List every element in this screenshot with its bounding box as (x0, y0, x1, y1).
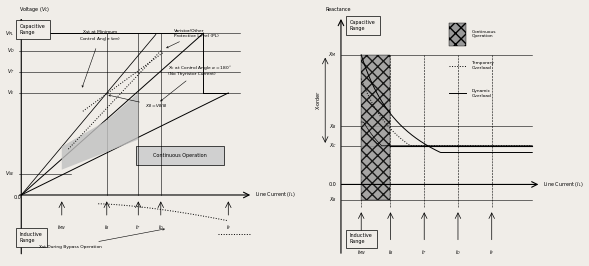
Text: $I_B$: $I_B$ (104, 223, 110, 232)
Text: 0.0: 0.0 (329, 182, 336, 187)
Text: $I_F$: $I_F$ (226, 223, 231, 232)
Text: Temporary
Overload: Temporary Overload (471, 61, 494, 70)
Text: Inductive
Range: Inductive Range (20, 232, 42, 243)
Text: $V_{SE}$: $V_{SE}$ (5, 169, 15, 178)
Text: Capacitive
Range: Capacitive Range (20, 24, 46, 35)
Text: $X_B$: $X_B$ (329, 196, 336, 204)
Text: Inductive
Range: Inductive Range (350, 234, 373, 244)
Text: Reactance: Reactance (326, 7, 352, 12)
Text: $I_F$: $I_F$ (489, 248, 494, 257)
Text: Dynamic
Overload: Dynamic Overload (471, 89, 491, 98)
Text: $I_D$: $I_D$ (455, 248, 461, 257)
Text: Line Current ($I_L$): Line Current ($I_L$) (255, 190, 296, 200)
Text: $V_T$: $V_T$ (7, 67, 15, 76)
Text: $X_M$: $X_M$ (328, 50, 336, 59)
Text: $X_C$: $X_C$ (329, 141, 336, 150)
Text: $I_D$: $I_D$ (158, 223, 164, 232)
Text: Voltage ($V_C$): Voltage ($V_C$) (19, 5, 51, 14)
Text: $V_{PL}$: $V_{PL}$ (5, 29, 15, 38)
Text: Varistor/Other
Protective Level (PL): Varistor/Other Protective Level (PL) (167, 29, 219, 48)
Text: $V_E$: $V_E$ (7, 89, 15, 97)
Text: $I_{MN}$: $I_{MN}$ (357, 248, 366, 257)
Polygon shape (361, 55, 391, 200)
Text: $I_T$: $I_T$ (421, 248, 427, 257)
Text: Xst During Bypass Operation: Xst During Bypass Operation (39, 228, 164, 249)
Text: $I_{MN}$: $I_{MN}$ (57, 223, 66, 232)
Text: $V_D$: $V_D$ (6, 46, 15, 55)
Text: 0.0: 0.0 (14, 195, 21, 200)
Bar (449, 23, 466, 45)
Text: Xc at Control Angle $\alpha = 180^\circ$
(No Thyristor Current): Xc at Control Angle $\alpha = 180^\circ$… (161, 64, 232, 101)
Text: X-order: X-order (316, 91, 321, 109)
Text: Capacitive
Range: Capacitive Range (350, 20, 376, 31)
Polygon shape (62, 93, 138, 170)
Text: $I_B$: $I_B$ (388, 248, 393, 257)
Text: Xst at Minimum
Control Angle ($\alpha_m$): Xst at Minimum Control Angle ($\alpha_m$… (79, 30, 121, 87)
Text: $I_T$: $I_T$ (135, 223, 141, 232)
Text: $X_B = V_B/I_B$: $X_B = V_B/I_B$ (109, 95, 168, 110)
Text: Continuous
Operation: Continuous Operation (471, 30, 496, 39)
Text: Line Current ($I_L$): Line Current ($I_L$) (544, 180, 584, 189)
Text: $X_B$: $X_B$ (329, 122, 336, 131)
FancyBboxPatch shape (136, 146, 224, 165)
Text: Continuous Operation: Continuous Operation (153, 153, 207, 158)
